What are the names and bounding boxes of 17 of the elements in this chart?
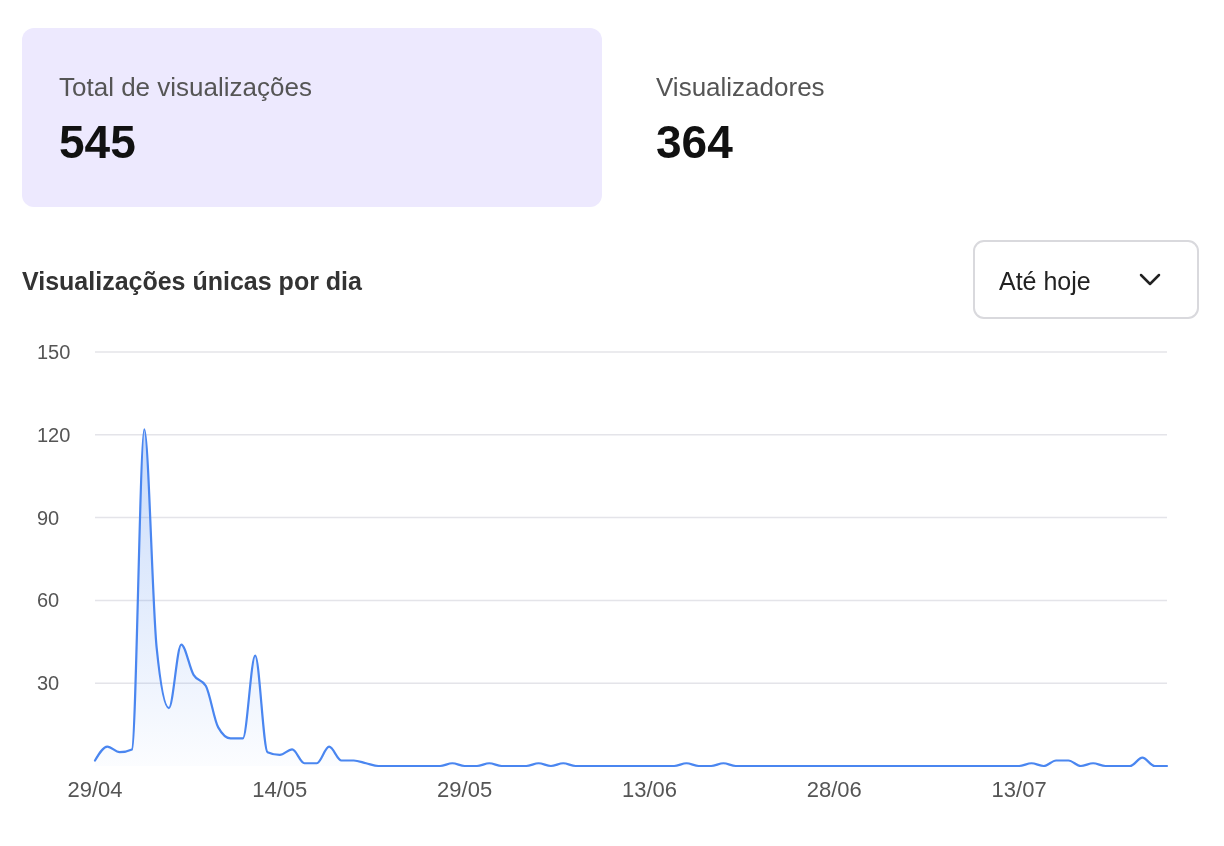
y-tick-label: 90 [37,506,60,529]
x-tick-label: 13/07 [991,777,1047,802]
text: Até hoje [999,267,1091,295]
y-tick-label: 60 [37,589,60,612]
x-tick-label: 29/05 [437,777,493,802]
x-tick-label: 28/06 [806,777,862,802]
text: Visualizadores [656,72,825,102]
y-tick-label: 120 [37,423,71,446]
x-tick-label: 14/05 [252,777,308,802]
y-tick-label: 150 [37,341,71,363]
text: 364 [656,116,734,168]
text: 545 [59,116,136,168]
text: Total de visualizações [59,72,312,102]
x-tick-label: 29/04 [67,777,123,802]
y-tick-label: 30 [37,672,60,695]
chart-title: Visualizações únicas por dia [22,267,364,295]
x-tick-label: 13/06 [621,777,678,802]
